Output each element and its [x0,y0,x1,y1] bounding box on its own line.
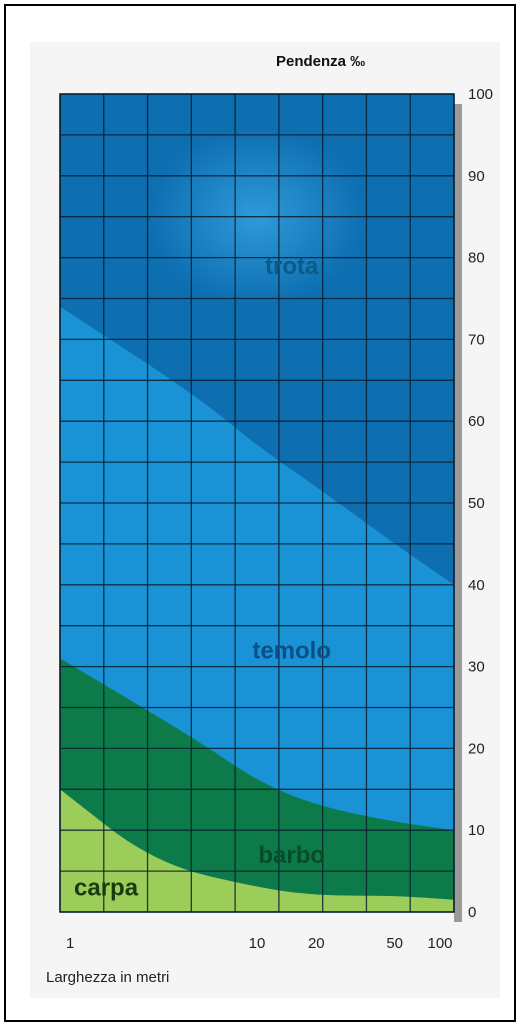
figure-panel: Pendenza ‰ trota temolo barbo carpa 100 90 80… [30,42,500,998]
zone-carpa [60,789,454,912]
x-tick-label: 10 [249,935,266,952]
y-tick-label: 100 [468,86,493,103]
x-axis-ticks: 1 10 20 50 100 [66,935,453,952]
y-tick-label: 10 [468,822,485,839]
x-tick-label: 1 [66,935,74,952]
zone-label-barbo: barbo [258,842,325,869]
chart-shadow [454,104,462,922]
x-axis-title: Larghezza in metri [46,969,169,986]
y-tick-label: 40 [468,577,485,594]
y-tick-label: 0 [468,904,476,921]
y-tick-label: 60 [468,413,485,430]
x-tick-label: 50 [386,935,403,952]
x-tick-label: 100 [427,935,452,952]
y-tick-label: 80 [468,250,485,267]
y-tick-label: 70 [468,331,485,348]
zone-label-trota: trota [265,253,319,280]
y-tick-label: 90 [468,168,485,185]
plot-border [59,93,455,913]
y-tick-label: 20 [468,740,485,757]
zone-barbo [60,658,454,912]
y-tick-label: 30 [468,659,485,676]
y-axis-title: Pendenza ‰ [276,53,365,70]
figure-frame: Pendenza ‰ trota temolo barbo carpa 100 90 80… [4,4,516,1022]
plot-area: trota temolo barbo carpa [59,93,455,913]
zone-label-carpa: carpa [74,875,139,902]
x-tick-label: 20 [308,935,325,952]
y-tick-label: 50 [468,495,485,512]
zone-label-temolo: temolo [252,637,331,664]
